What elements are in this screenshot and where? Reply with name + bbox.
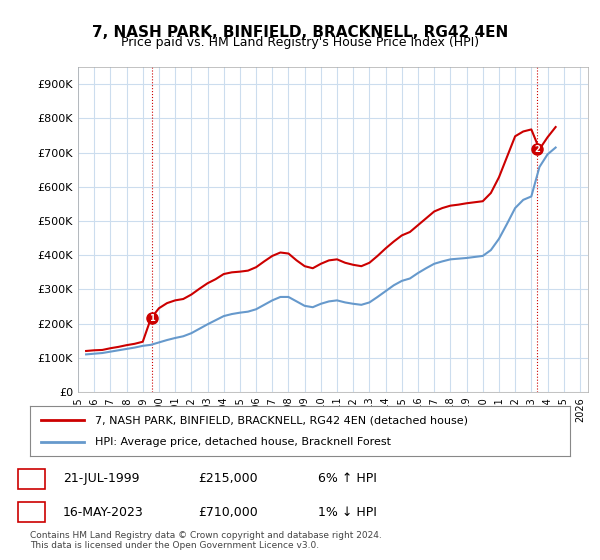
Text: HPI: Average price, detached house, Bracknell Forest: HPI: Average price, detached house, Brac… — [95, 437, 391, 447]
Text: 6% ↑ HPI: 6% ↑ HPI — [318, 472, 377, 486]
Text: 1: 1 — [149, 314, 155, 323]
Text: 1: 1 — [28, 472, 35, 486]
Text: £710,000: £710,000 — [198, 506, 258, 519]
Text: 7, NASH PARK, BINFIELD, BRACKNELL, RG42 4EN: 7, NASH PARK, BINFIELD, BRACKNELL, RG42 … — [92, 25, 508, 40]
Text: 2: 2 — [28, 506, 35, 519]
Text: 2: 2 — [535, 144, 540, 154]
Text: 7, NASH PARK, BINFIELD, BRACKNELL, RG42 4EN (detached house): 7, NASH PARK, BINFIELD, BRACKNELL, RG42 … — [95, 415, 468, 425]
Text: 1% ↓ HPI: 1% ↓ HPI — [318, 506, 377, 519]
Text: Contains HM Land Registry data © Crown copyright and database right 2024.
This d: Contains HM Land Registry data © Crown c… — [30, 530, 382, 550]
Text: 16-MAY-2023: 16-MAY-2023 — [63, 506, 144, 519]
Text: £215,000: £215,000 — [198, 472, 257, 486]
Text: Price paid vs. HM Land Registry's House Price Index (HPI): Price paid vs. HM Land Registry's House … — [121, 36, 479, 49]
Text: 21-JUL-1999: 21-JUL-1999 — [63, 472, 139, 486]
